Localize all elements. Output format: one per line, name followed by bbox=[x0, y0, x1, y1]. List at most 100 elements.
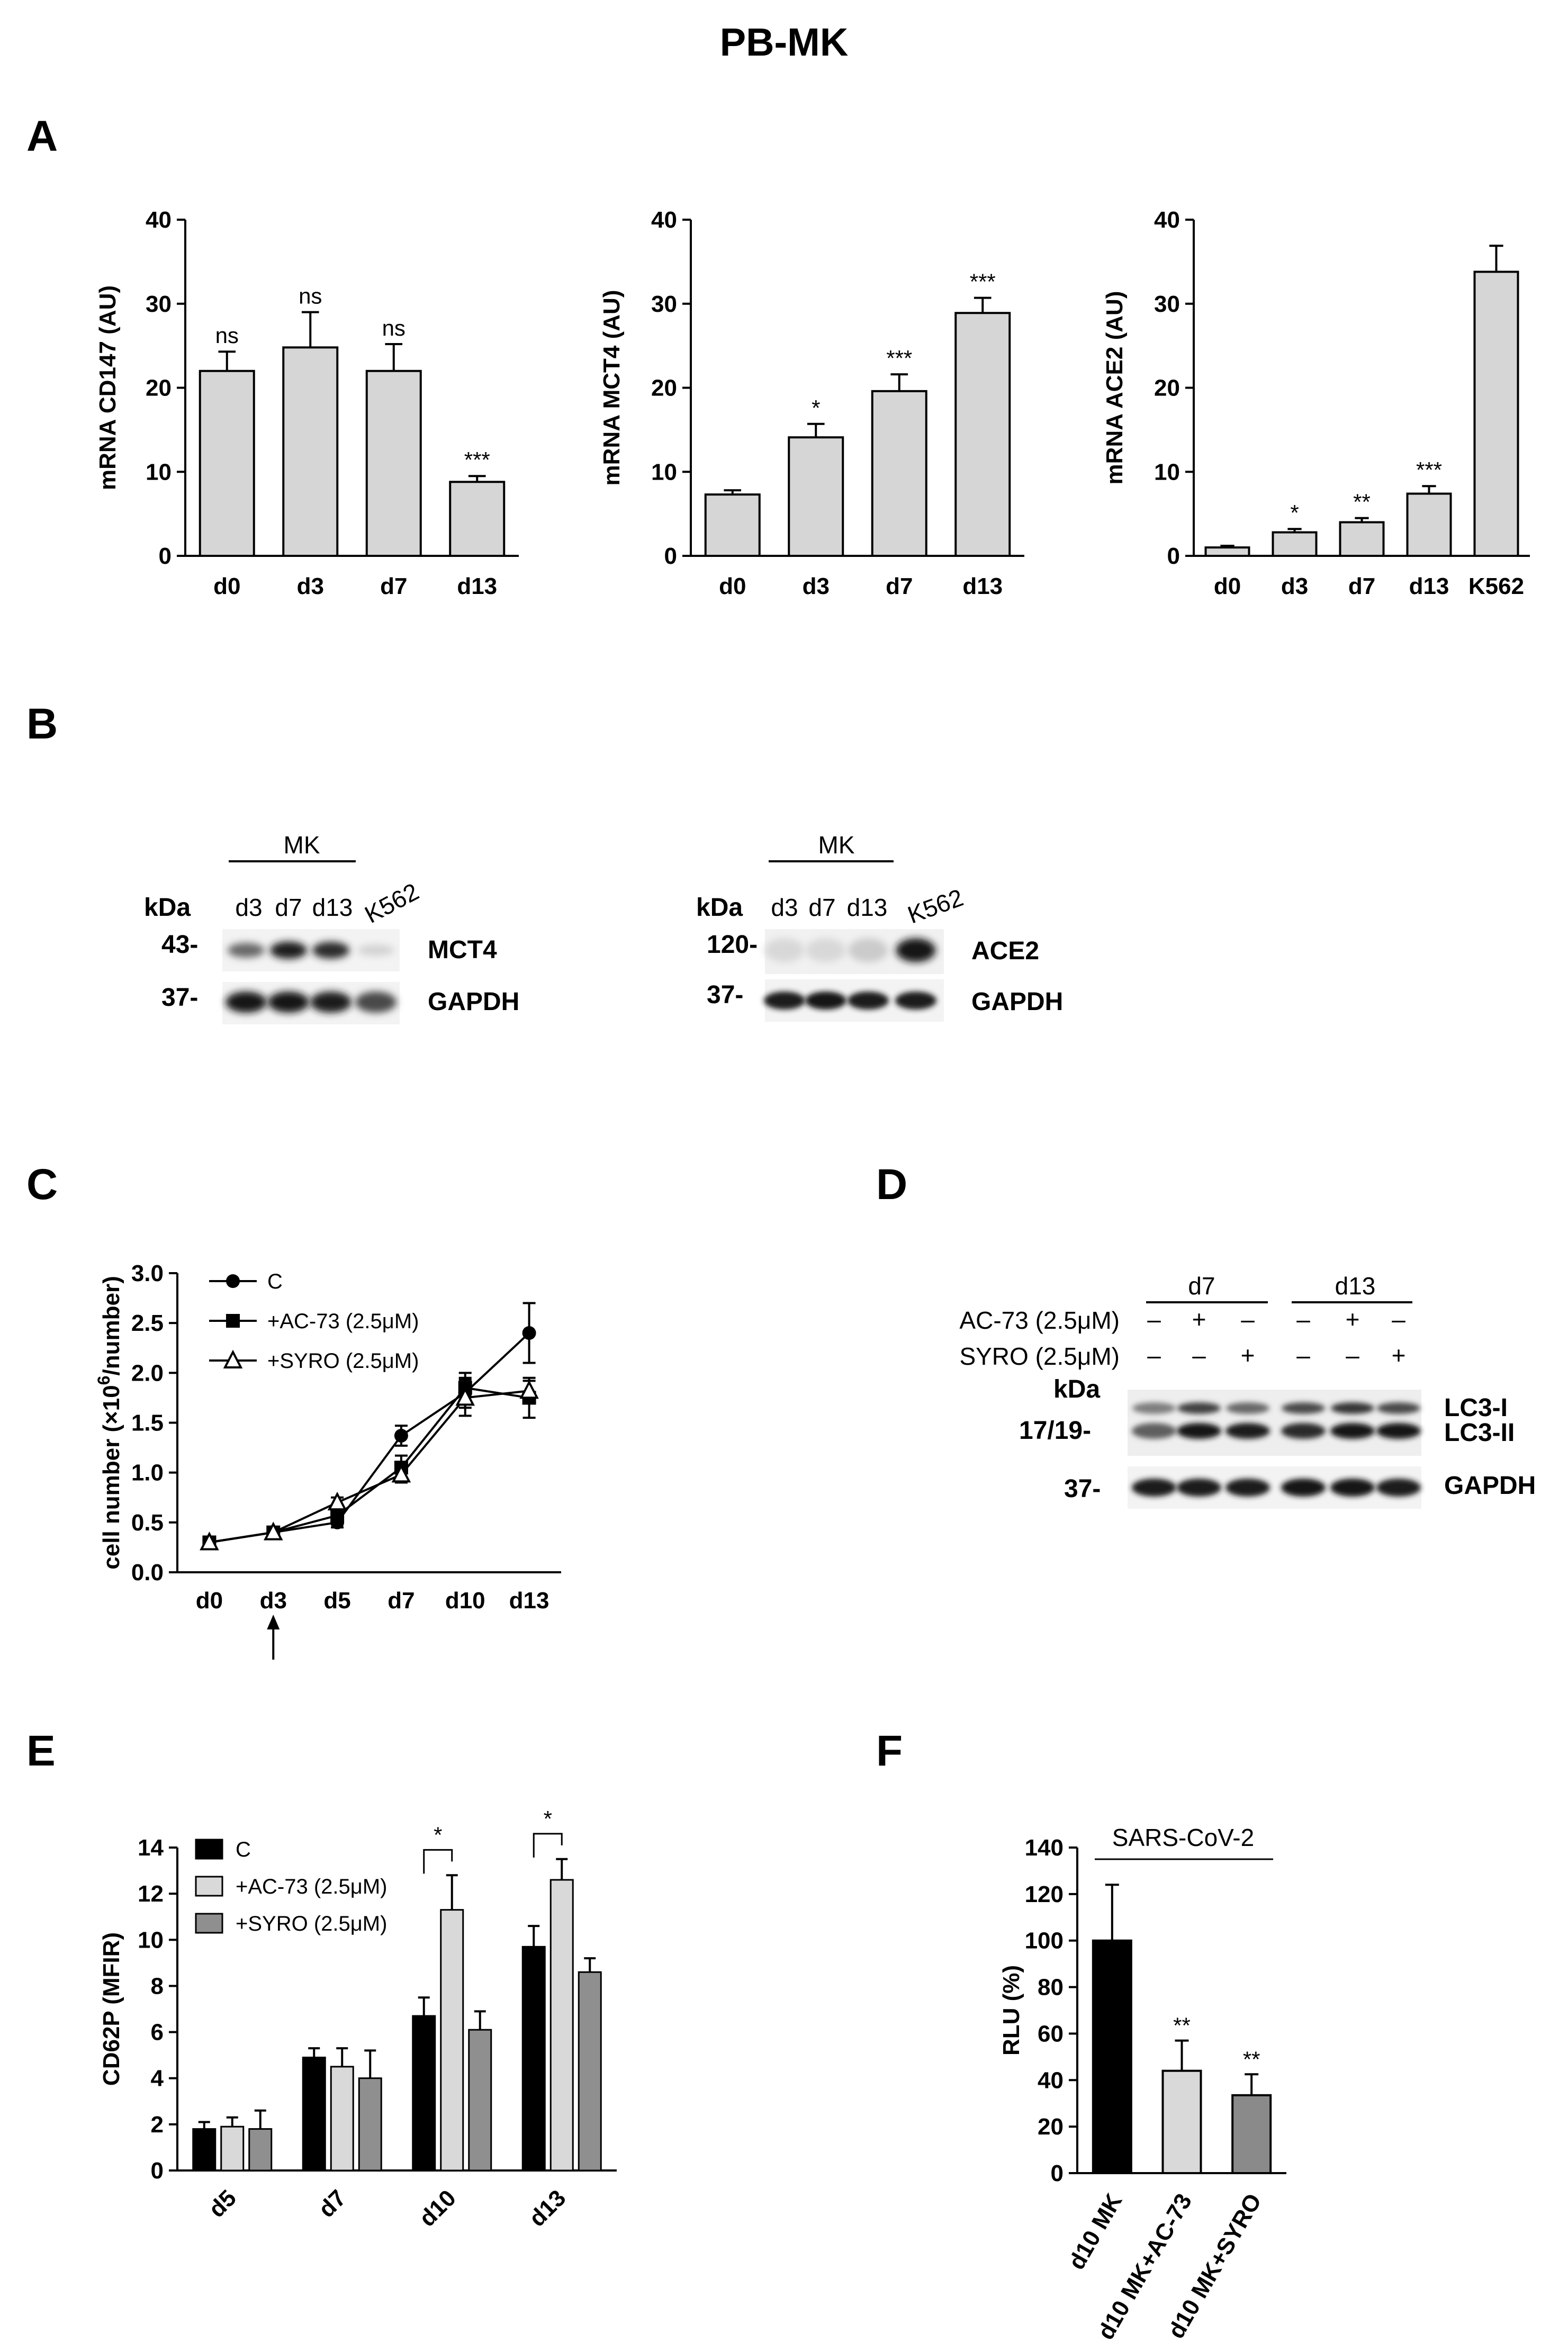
y-axis-label: mRNA ACE2 (AU) bbox=[1102, 291, 1128, 485]
treatment-sign: – bbox=[1296, 1305, 1310, 1333]
chart-cell-number: 0.0 0.5 1.0 1.5 2.0 2.5 3.0 d0 d3 d5 d7 d10 d13 C +AC-… bbox=[94, 1260, 561, 1660]
blot-band bbox=[848, 938, 888, 962]
western-blot-lc3: d7 d13 AC-73 (2.5μM) SYRO (2.5μM) – + – – + –… bbox=[959, 1272, 1536, 1509]
y-tick-label: 80 bbox=[1038, 1975, 1064, 2001]
bar bbox=[521, 1945, 546, 2172]
y-tick-label: 6 bbox=[151, 2020, 164, 2046]
treatment-label-syro: SYRO (2.5μM) bbox=[959, 1343, 1120, 1370]
significance-label: * bbox=[544, 1806, 552, 1831]
blot-band bbox=[228, 943, 265, 958]
data-point bbox=[263, 1521, 283, 1541]
data-point bbox=[519, 1380, 539, 1399]
size-marker: 17/19- bbox=[1019, 1417, 1091, 1445]
x-tick-label: d7 bbox=[313, 2185, 351, 2222]
bar bbox=[330, 2066, 354, 2172]
bar bbox=[302, 2057, 326, 2172]
y-axis-label: cell number (×106/number) bbox=[94, 1276, 124, 1570]
x-tick-label: d13 bbox=[962, 573, 1003, 599]
blot-band bbox=[1376, 1423, 1421, 1439]
bar bbox=[412, 2015, 436, 2172]
group-label-mk: MK bbox=[818, 831, 855, 859]
panel-label-e: E bbox=[26, 1727, 56, 1775]
bar bbox=[248, 2128, 273, 2172]
kda-label: kDa bbox=[144, 894, 191, 922]
bar bbox=[365, 370, 422, 557]
blot-band bbox=[310, 992, 352, 1013]
y-tick-label: 10 bbox=[138, 1927, 164, 1953]
blot-band bbox=[355, 992, 396, 1013]
panel-label-a: A bbox=[26, 112, 58, 160]
protein-label: LC3-I bbox=[1444, 1394, 1508, 1422]
blot-band bbox=[1132, 1423, 1176, 1439]
data-point bbox=[522, 1326, 536, 1340]
y-tick-label: 20 bbox=[651, 375, 677, 401]
treatment-sign: – bbox=[1147, 1341, 1161, 1369]
size-marker: 37- bbox=[1064, 1475, 1101, 1503]
y-tick-label: 0 bbox=[664, 543, 677, 569]
blot-band bbox=[806, 938, 846, 962]
chart-ace2-mrna: 0 10 20 30 40 d0 d3 * d7 ** d13 *** K562 mRNA ACE2 (A… bbox=[1102, 207, 1530, 599]
bar bbox=[788, 436, 844, 557]
blot-band bbox=[1132, 1402, 1176, 1414]
bar bbox=[1272, 531, 1318, 557]
blot-band bbox=[357, 944, 394, 956]
treatment-sign: – bbox=[1392, 1305, 1405, 1333]
bar bbox=[1339, 521, 1385, 557]
treatment-sign: – bbox=[1241, 1305, 1255, 1333]
blot-band bbox=[268, 992, 309, 1013]
series-line bbox=[209, 1390, 529, 1544]
figure-title: PB-MK bbox=[720, 20, 849, 64]
bar bbox=[1161, 2069, 1202, 2175]
treatment-label-ac73: AC-73 (2.5μM) bbox=[959, 1307, 1120, 1334]
y-axis-label: mRNA MCT4 (AU) bbox=[599, 290, 625, 486]
lane-label: d13 bbox=[847, 894, 888, 921]
y-tick-label: 0 bbox=[1051, 2160, 1064, 2186]
blot-band bbox=[226, 992, 267, 1013]
legend-label: C bbox=[236, 1838, 251, 1861]
significance-label: ** bbox=[1353, 490, 1371, 515]
treatment-sign: – bbox=[1147, 1305, 1161, 1333]
treatment-sign: + bbox=[1192, 1305, 1206, 1333]
y-tick-label: 40 bbox=[651, 207, 677, 233]
y-tick-label: 30 bbox=[1154, 291, 1180, 317]
bar bbox=[871, 390, 927, 557]
treatment-sign: – bbox=[1192, 1341, 1206, 1369]
legend-label: +SYRO (2.5μM) bbox=[267, 1349, 419, 1373]
significance-label: ns bbox=[215, 323, 239, 348]
x-tick-label: d3 bbox=[803, 573, 830, 599]
bar bbox=[954, 312, 1011, 557]
treatment-sign: – bbox=[1296, 1341, 1310, 1369]
x-tick-label: d13 bbox=[509, 1588, 549, 1614]
bar bbox=[1473, 271, 1519, 557]
significance-label: * bbox=[434, 1822, 442, 1847]
y-tick-label: 0 bbox=[159, 543, 172, 569]
blot-strip bbox=[1128, 1390, 1421, 1456]
group-label-d7: d7 bbox=[1188, 1272, 1215, 1300]
western-blot-ace2: MK kDa d3 d7 d13 K562 120- 37- ACE2 GAPD… bbox=[696, 831, 1063, 1022]
x-tick-label: d7 bbox=[380, 573, 407, 599]
y-tick-label: 20 bbox=[146, 375, 172, 401]
legend-label: +AC-73 (2.5μM) bbox=[267, 1310, 419, 1333]
panel-label-d: D bbox=[876, 1160, 907, 1209]
panel-label-c: C bbox=[26, 1160, 58, 1209]
y-tick-label: 0 bbox=[151, 2158, 164, 2184]
significance-label: ns bbox=[299, 284, 322, 309]
x-tick-label: K562 bbox=[1468, 573, 1524, 599]
y-tick-label: 40 bbox=[1154, 207, 1180, 233]
lane-label: d3 bbox=[771, 894, 798, 921]
blot-band bbox=[896, 938, 936, 962]
treatment-signs: – + – – + – – – + – – + bbox=[1147, 1305, 1405, 1369]
treatment-sign: + bbox=[1241, 1341, 1255, 1369]
bar bbox=[468, 2029, 492, 2172]
y-tick-label: 10 bbox=[651, 459, 677, 485]
legend-label: +AC-73 (2.5μM) bbox=[236, 1875, 387, 1898]
blot-band bbox=[1226, 1402, 1269, 1414]
chart-mct4-mrna: 0 10 20 30 40 d0 d3 * d7 *** d13 *** mRNA MCT4 (AU) bbox=[599, 207, 1024, 599]
y-tick-label: 14 bbox=[138, 1835, 164, 1861]
bar bbox=[192, 2128, 217, 2172]
significance-bracket bbox=[423, 1849, 453, 1874]
blot-band bbox=[1225, 1479, 1270, 1497]
significance-label: * bbox=[1290, 500, 1299, 525]
y-axis-label: CD62P (MFIR) bbox=[98, 1932, 124, 2086]
treatment-sign: – bbox=[1346, 1341, 1359, 1369]
